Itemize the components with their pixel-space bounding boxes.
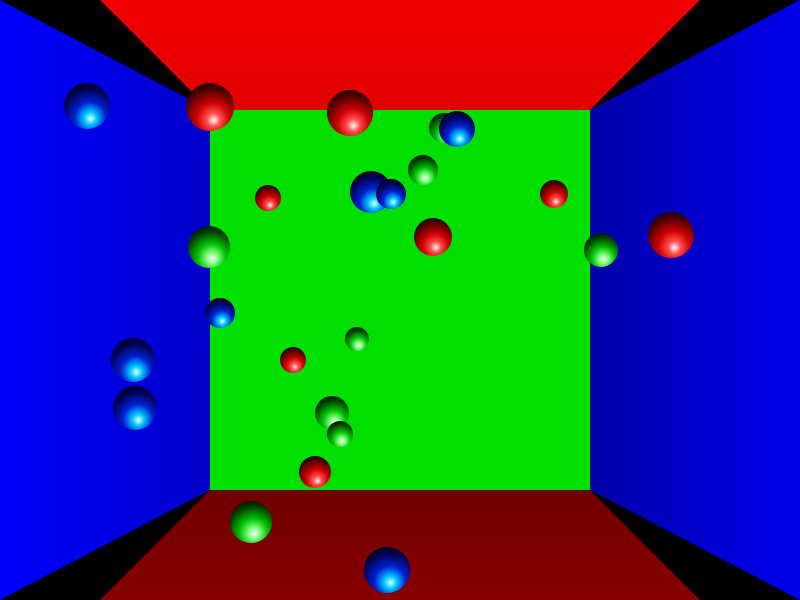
red-sphere[interactable] xyxy=(280,347,306,373)
green-sphere[interactable] xyxy=(327,421,353,447)
green-sphere[interactable] xyxy=(345,327,369,351)
blue-sphere[interactable] xyxy=(64,83,110,129)
spheres-group[interactable] xyxy=(64,83,694,593)
green-sphere[interactable] xyxy=(584,233,618,267)
blue-sphere[interactable] xyxy=(439,111,475,147)
left-wall xyxy=(0,0,210,600)
blue-sphere[interactable] xyxy=(205,298,235,328)
ceiling xyxy=(100,0,700,110)
blue-sphere[interactable] xyxy=(376,179,406,209)
red-sphere[interactable] xyxy=(648,212,694,258)
red-sphere[interactable] xyxy=(299,456,331,488)
green-sphere[interactable] xyxy=(188,226,230,268)
red-sphere[interactable] xyxy=(255,185,281,211)
blue-sphere[interactable] xyxy=(113,386,157,430)
red-sphere[interactable] xyxy=(327,90,373,136)
green-sphere[interactable] xyxy=(230,501,272,543)
red-sphere[interactable] xyxy=(186,83,234,131)
blue-sphere[interactable] xyxy=(111,338,155,382)
red-sphere[interactable] xyxy=(540,180,568,208)
back-wall xyxy=(210,110,590,490)
green-sphere[interactable] xyxy=(408,155,438,185)
blue-sphere[interactable] xyxy=(364,547,410,593)
red-sphere[interactable] xyxy=(414,218,452,256)
right-wall xyxy=(590,0,800,600)
